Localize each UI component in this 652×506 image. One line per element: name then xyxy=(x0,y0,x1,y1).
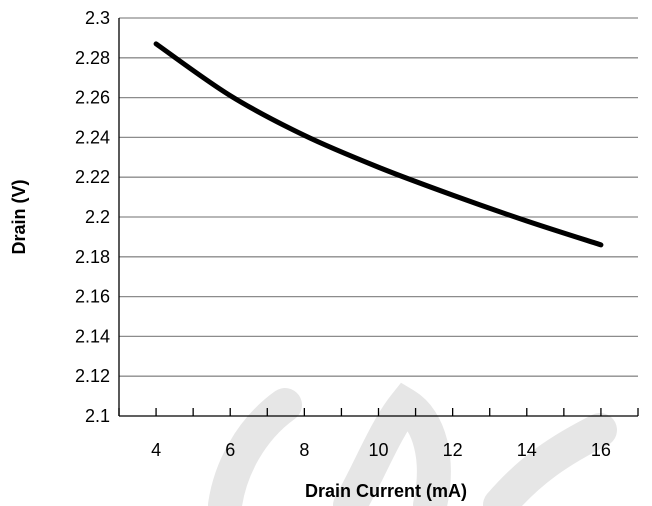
x-tick-label: 8 xyxy=(299,440,309,460)
y-axis-title: Drain (V) xyxy=(9,179,29,254)
y-tick-label: 2.12 xyxy=(75,366,110,386)
y-tick-label: 2.26 xyxy=(75,88,110,108)
y-tick-label: 2.1 xyxy=(85,406,110,426)
x-tick-label: 16 xyxy=(591,440,611,460)
x-tick-label: 6 xyxy=(225,440,235,460)
y-tick-label: 2.24 xyxy=(75,127,110,147)
x-tick-label: 10 xyxy=(368,440,388,460)
y-tick-label: 2.18 xyxy=(75,247,110,267)
y-tick-label: 2.22 xyxy=(75,167,110,187)
x-tick-labels: 4 6 8 10 12 14 16 xyxy=(151,440,611,460)
watermark-graphic xyxy=(208,382,617,506)
y-tick-label: 2.2 xyxy=(85,207,110,227)
y-tick-labels: 2.1 2.12 2.14 2.16 2.18 2.2 2.22 2.24 2.26 2.28 2.… xyxy=(75,8,110,426)
y-tick-label: 2.3 xyxy=(85,8,110,28)
y-tick-label: 2.14 xyxy=(75,326,110,346)
y-tick-label: 2.16 xyxy=(75,287,110,307)
x-axis-title: Drain Current (mA) xyxy=(305,481,467,501)
x-ticks xyxy=(118,408,639,416)
series xyxy=(153,41,604,248)
x-tick-label: 14 xyxy=(517,440,537,460)
grid-lines xyxy=(119,17,638,377)
x-tick-label: 4 xyxy=(151,440,161,460)
x-tick-label: 12 xyxy=(443,440,463,460)
series-line xyxy=(153,41,604,248)
y-tick-label: 2.28 xyxy=(75,48,110,68)
